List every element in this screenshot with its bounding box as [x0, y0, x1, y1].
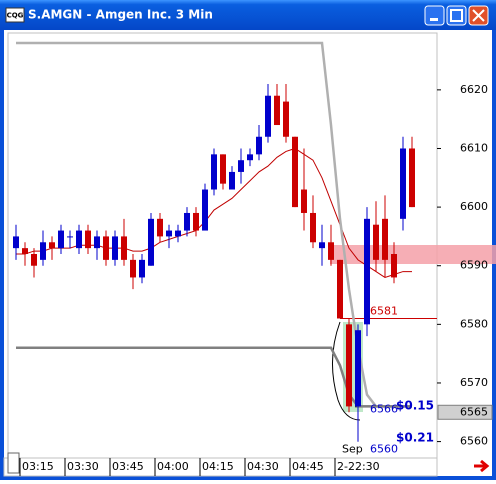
candle-body	[256, 136, 262, 155]
candle-body	[346, 324, 352, 407]
close-glyph	[472, 9, 485, 22]
candle-body	[148, 218, 154, 266]
candle-body	[337, 259, 343, 319]
time-axis	[3, 457, 438, 477]
app-icon-text: CQG	[7, 12, 24, 20]
scroll-arrow[interactable]	[474, 459, 490, 473]
candle-body	[49, 242, 55, 249]
candle-body	[85, 230, 91, 249]
candle-body	[130, 259, 136, 278]
candle-body	[103, 236, 109, 260]
candle-body	[211, 154, 217, 190]
candle-body	[58, 230, 64, 249]
candle-body	[76, 230, 82, 249]
candle-body	[94, 236, 100, 249]
candle-body	[382, 218, 388, 260]
level-note: Sep	[342, 443, 363, 456]
scroll-box[interactable]	[7, 452, 20, 474]
candle-body	[328, 242, 334, 260]
annotation-curve	[331, 321, 361, 421]
candle-body	[112, 236, 118, 260]
candle-body	[139, 259, 145, 278]
candle-body	[202, 189, 208, 231]
annotation: $0.21	[396, 431, 434, 445]
candle-body	[40, 242, 46, 260]
candle-body	[400, 148, 406, 219]
candle-body	[184, 212, 190, 231]
title-bar	[0, 0, 496, 30]
candle-body	[175, 230, 181, 237]
candle-body	[121, 236, 127, 260]
candle-body	[238, 160, 244, 172]
candle-body	[391, 254, 397, 278]
x-tick-label: 03:45	[112, 460, 144, 473]
level-label: 6560	[370, 443, 398, 456]
y-tick-label: 6580	[460, 317, 488, 330]
candle-body	[274, 95, 280, 126]
x-tick-label: 2-22:30	[337, 460, 380, 473]
candle-body	[283, 101, 289, 137]
candle-body	[373, 224, 379, 260]
x-tick-label: 03:30	[67, 460, 99, 473]
candle-body	[265, 95, 271, 137]
maximize-button[interactable]	[446, 5, 467, 26]
candle-body	[67, 236, 73, 238]
x-tick-label: 04:30	[247, 460, 279, 473]
candle-body	[220, 154, 226, 184]
candle-body	[166, 230, 172, 237]
candle-body	[31, 254, 37, 266]
maximize-glyph	[450, 9, 463, 22]
y-tick-label: 6570	[460, 376, 488, 389]
candle-body	[229, 171, 235, 190]
annotation: $0.15	[396, 399, 434, 413]
level-label: 6581	[370, 304, 398, 317]
candle-body	[301, 189, 307, 213]
last-price: 6565	[460, 405, 488, 418]
minimize-glyph	[430, 18, 438, 21]
y-tick-label: 6590	[460, 259, 488, 272]
candle-body	[193, 212, 199, 231]
last-price-box	[437, 404, 493, 420]
candle-body	[247, 154, 253, 161]
y-tick-label: 6610	[460, 141, 488, 154]
candle-body	[157, 218, 163, 237]
window-buttons	[424, 5, 489, 26]
highlight-band	[330, 245, 496, 264]
minimize-button[interactable]	[424, 5, 445, 26]
indicator-line	[16, 41, 412, 408]
window-title: S.AMGN - Amgen Inc. 3 Min	[28, 8, 213, 22]
x-tick-label: 04:45	[292, 460, 324, 473]
candle-body	[22, 248, 28, 254]
candle-body	[355, 330, 361, 407]
y-tick-label: 6560	[460, 435, 488, 448]
x-tick-label: 04:00	[157, 460, 189, 473]
x-tick-label: 04:15	[202, 460, 234, 473]
candle-body	[319, 242, 325, 249]
candle-body	[409, 148, 415, 208]
y-tick-label: 6600	[460, 200, 488, 213]
y-tick-label: 6620	[460, 83, 488, 96]
level-label: 6566	[370, 402, 398, 415]
candle-body	[292, 136, 298, 208]
candle-body	[310, 212, 316, 243]
candle-body	[364, 218, 370, 325]
app-icon	[5, 7, 25, 23]
x-tick-label: 03:15	[22, 460, 54, 473]
candle-body	[13, 236, 19, 249]
